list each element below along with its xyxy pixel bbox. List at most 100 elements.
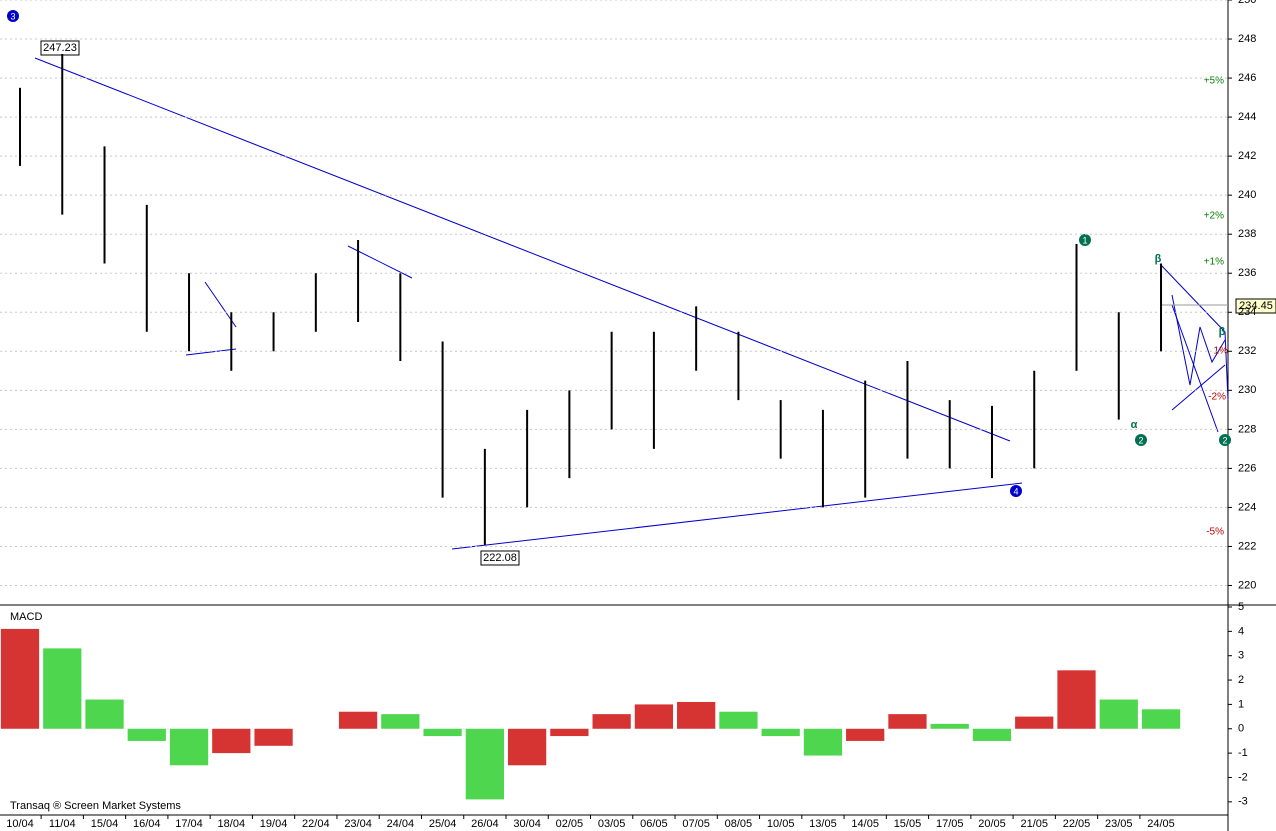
wave-marker [1010,485,1022,497]
y-tick-label: 5 [1238,601,1244,613]
macd-bar [381,714,420,729]
pct-label: +2% [1204,211,1224,222]
x-tick-label: 02/05 [556,818,584,830]
x-tick-label: 11/04 [49,818,76,830]
y-tick-label: 234 [1238,306,1256,318]
x-tick-label: 18/04 [218,818,246,830]
y-tick-label: 232 [1238,345,1256,357]
x-tick-label: 24/04 [387,818,415,830]
y-tick-label: 1 [1238,698,1244,710]
y-tick-label: 230 [1238,384,1256,396]
footer: Transaq ® Screen Market Systems [10,800,181,812]
x-tick-label: 21/05 [1020,818,1048,830]
x-tick-label: 15/04 [91,818,119,830]
x-tick-label: 20/05 [978,818,1006,830]
y-tick-label: 228 [1238,423,1256,435]
macd-bar [677,701,716,729]
y-tick-label: 0 [1238,723,1244,735]
x-tick-label: 15/05 [894,818,922,830]
wave-label: β [1155,253,1162,265]
x-tick-label: 22/04 [302,818,330,830]
y-tick-label: 238 [1238,228,1256,240]
label-box [40,40,80,56]
x-tick-label: 14/05 [851,818,879,830]
macd-bar [930,723,969,729]
wave-label: 2 [1138,435,1143,445]
macd-bar [254,728,293,746]
wave-label: 3 [10,11,15,21]
macd-bar [85,699,124,729]
wave-label: α [1131,419,1138,431]
macd-bar [592,714,631,729]
y-tick-label: 226 [1238,462,1256,474]
macd-bar [169,728,209,766]
x-tick-label: 19/04 [260,818,288,830]
macd-bar [1015,716,1054,729]
x-tick-label: 17/05 [936,818,964,830]
last-price: 234.45 [1239,300,1273,312]
wave-label: β [1219,326,1226,338]
wave-marker [1135,434,1147,446]
macd-bar [338,711,378,729]
y-tick-label: 224 [1238,501,1256,513]
macd-bar [1099,699,1138,729]
x-tick-label: 26/04 [471,818,499,830]
annotations: 247.23 222.08 234.45 +5% +2% +1% 1% -2% … [7,10,1276,566]
y-tick-label: 242 [1238,150,1256,162]
panel-title: MACD [10,611,42,623]
x-tick-label: 10/04 [6,818,34,830]
low-label: 222.08 [483,552,517,564]
wave-label: 1 [1082,235,1087,245]
x-tick-label: 08/05 [725,818,753,830]
y-tick-label: 4 [1238,625,1244,637]
y-tick-label: 3 [1238,650,1244,662]
x-tick-label: 30/04 [513,818,541,830]
high-label: 247.23 [43,42,77,54]
macd-bar [1057,670,1096,729]
label-box [1235,298,1276,314]
macd-bar [127,728,166,741]
x-tick-label: 24/05 [1147,818,1175,830]
y-tick-label: 2 [1238,674,1244,686]
wave-label: 2 [1222,435,1227,445]
y-tick-label: 250 [1238,0,1256,6]
x-tick-label: 07/05 [682,818,710,830]
macd-bar [507,728,547,766]
macd-bar [550,728,589,737]
wave-marker [1079,234,1091,246]
x-tick-label: 17/04 [175,818,203,830]
y-tick-label: 246 [1238,72,1256,84]
y-tick-label: 248 [1238,33,1256,45]
y-tick-label: -2 [1238,771,1248,783]
wave-label: 4 [1013,486,1018,496]
y-tick-label: 240 [1238,189,1256,201]
pct-label: +1% [1204,257,1224,268]
y-tick-label: 220 [1238,579,1256,591]
macd-bar [719,711,758,729]
macd-bar [803,728,843,756]
x-tick-label: 22/05 [1063,818,1091,830]
pct-label: -2% [1208,392,1226,403]
macd-bar [634,704,674,729]
pct-label: -5% [1206,527,1224,538]
x-tick-label: 13/05 [809,818,837,830]
y-tick-label: 222 [1238,540,1256,552]
x-tick-label: 03/05 [598,818,626,830]
macd-bar [888,714,927,729]
y-tick-label: -1 [1238,747,1248,759]
macd-bar [846,728,885,741]
y-tick-label: 244 [1238,111,1256,123]
wave-marker [1219,434,1231,446]
x-tick-label: 06/05 [640,818,668,830]
x-tick-label: 23/04 [344,818,372,830]
label-box [480,550,520,566]
x-tick-label: 10/05 [767,818,795,830]
macd-bar [212,728,251,754]
y-tick-label: -3 [1238,796,1248,808]
x-tick-label: 16/04 [133,818,161,830]
macd-bar [972,728,1012,741]
pct-label: +5% [1204,76,1224,87]
x-tick-label: 23/05 [1105,818,1133,830]
macd-bar [43,648,82,729]
y-tick-label: 236 [1238,267,1256,279]
